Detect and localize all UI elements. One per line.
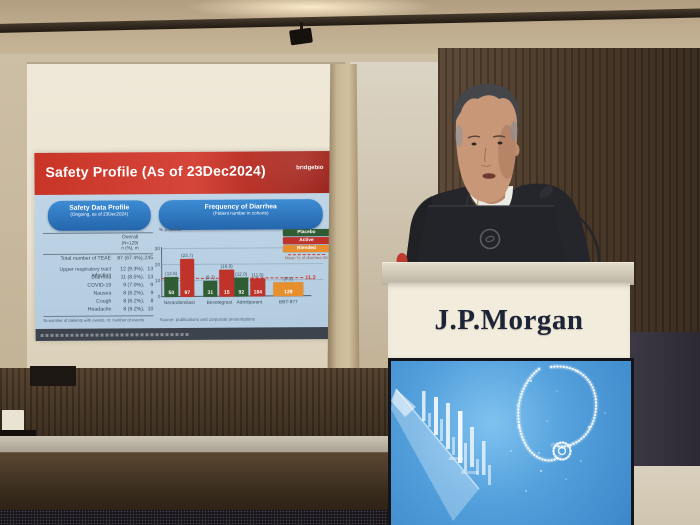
projection-screen: Safety Profile (As of 23Dec2024) bridgeb… (27, 62, 345, 376)
row-value: 87 (67.4%), (117, 255, 145, 262)
stethoscope (515, 364, 599, 463)
stethoscope-particle-art (391, 364, 606, 521)
row-value: 8 (6.2%), (123, 306, 145, 313)
bar-n-label: 97 (184, 289, 191, 296)
row-value: 9 (7.0%), (123, 282, 145, 289)
legend-refline-label: Mean % of diarrhea AE (285, 254, 329, 261)
panel-subheader-text: (Patient number in cohorts) (213, 210, 269, 216)
bar-n-label: 50 (168, 289, 175, 296)
row-m: 9 (150, 290, 154, 297)
floor-carpet (0, 510, 392, 525)
bridgebio-logo: bridgebio (296, 165, 324, 172)
y-tick-label: 30 (154, 247, 161, 253)
bar-n-label: 31 (207, 289, 214, 296)
legend-item: Active (282, 236, 330, 245)
bar-value-label: (16.9) (220, 263, 233, 269)
table-footnote: N=number of patients with events, m: num… (43, 317, 145, 323)
row-value: 8 (6.2%), (123, 298, 145, 305)
row-m: 9 (150, 282, 154, 289)
slide-title: Safety Profile (As of 23Dec2024) (45, 162, 266, 180)
row-m: 10 (147, 306, 154, 313)
stage-equipment-base (0, 430, 36, 441)
bar-n-label: 184 (253, 288, 263, 296)
podium-top (382, 262, 634, 285)
bar-value-label: (8.5) (283, 276, 293, 282)
bar-value-label: (23.7) (181, 253, 194, 259)
row-m: 245 (144, 255, 154, 262)
tablet-wedge (391, 389, 479, 521)
stage-floor-edge (0, 436, 392, 454)
y-tick-label: 20 (154, 263, 161, 269)
podium-display (388, 358, 634, 525)
y-tick-label: 0 (157, 295, 161, 301)
slide-title-banner: Safety Profile (As of 23Dec2024) bridgeb… (34, 150, 332, 196)
row-value: 12 (9.3%), (120, 266, 145, 273)
category-label: BBT-877 (279, 300, 298, 306)
table-row: Headache 8 (6.2%), 10 (43, 306, 154, 315)
row-label: Headache (87, 306, 112, 313)
row-label: Diarrhea (91, 274, 112, 281)
projected-slide: Safety Profile (As of 23Dec2024) bridgeb… (34, 150, 333, 342)
dark-side-panel (630, 332, 700, 468)
y-axis-label: % patients (158, 228, 182, 234)
legend-item: Placebo (282, 228, 330, 237)
panel-subheader-text: (Ongoing, as of 23Dec2024) (70, 211, 129, 217)
slide-footnote-strip (35, 326, 333, 342)
frequency-of-diarrhea-header: Frequency of Diarrhea (Patient number in… (158, 199, 323, 231)
row-label: Cough (96, 298, 112, 305)
row-label: Total number of TEAE (60, 255, 112, 262)
chart-legend: Placebo Active Blended Mean % of diarrhea A… (282, 228, 331, 261)
jpmorgan-sign-text: J.P.Morgan (434, 304, 584, 336)
spotlight-stem (300, 22, 303, 31)
row-label: COVID-19 (87, 282, 112, 289)
stage-riser (0, 452, 392, 515)
row-m: 13 (147, 274, 154, 281)
illegible-footnote-text (40, 332, 191, 337)
row-m: 13 (147, 266, 154, 273)
legend-item: Blended (282, 244, 331, 253)
teae-table-rows: Total number of TEAE 87 (67.4%), 245 Upper … (43, 255, 154, 315)
right-floor (630, 466, 700, 525)
tablet-tip (391, 389, 416, 417)
particles (510, 369, 606, 493)
y-tick-label: 10 (154, 279, 161, 285)
wall-shadow-notch (30, 366, 76, 386)
chart-source-note: Source: publications and corporate prese… (159, 316, 255, 323)
podium-display-screen (391, 361, 631, 525)
spotlight-icon (289, 27, 313, 46)
safety-data-profile-header: Safety Data Profile (Ongoing, as of 23De… (47, 200, 151, 231)
stage-equipment (2, 410, 24, 436)
table-column-header: Overall (N=129) n (%), m (105, 234, 155, 250)
diarrhea-chart: % patients 0 10 20 30 11.2 (12.6) 50 (23.7) 97 Ner… (153, 228, 333, 316)
equalizer-bars (422, 391, 491, 485)
row-m: 8 (150, 298, 154, 305)
row-value: 8 (6.2%), (123, 290, 145, 297)
bar-n-label: 15 (224, 289, 230, 296)
bar-n-label: 129 (284, 288, 293, 295)
bar-n-label: 92 (238, 289, 245, 296)
podium-sign: J.P.Morgan (388, 282, 630, 360)
row-label: Nausea (93, 290, 112, 297)
col-header-line: n (%), m (121, 245, 139, 251)
table-row: Total number of TEAE 87 (67.4%), 245 (43, 255, 153, 264)
row-value: 11 (8.5%), (120, 274, 145, 281)
